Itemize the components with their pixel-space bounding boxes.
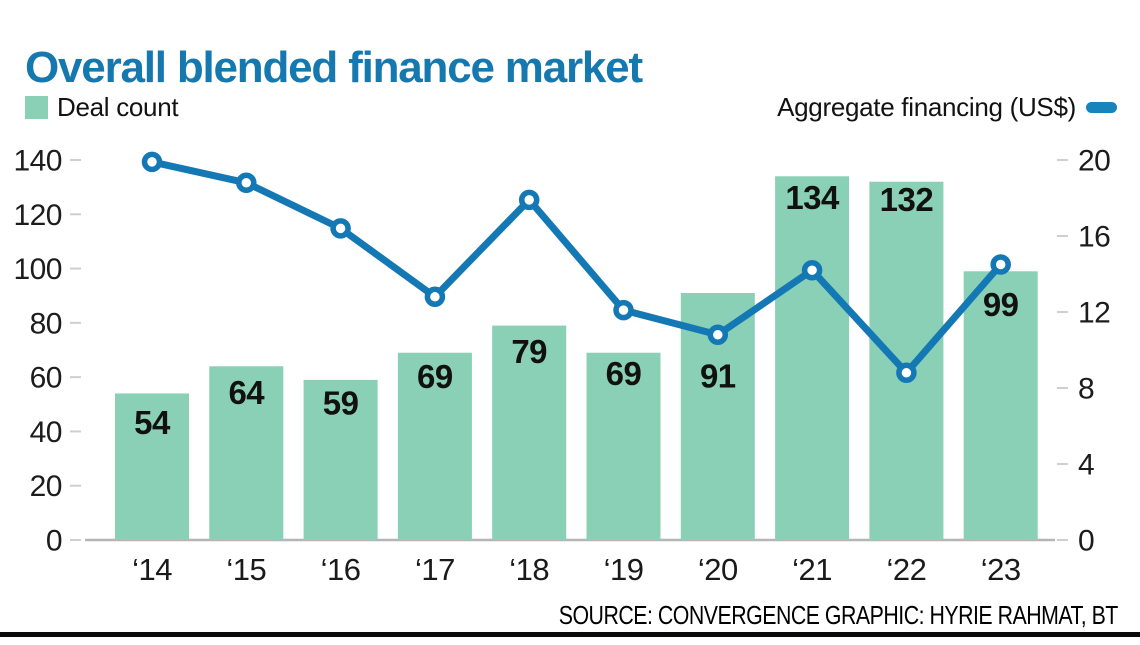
x-axis-label: ‘18 xyxy=(509,552,549,587)
x-axis-label: ‘20 xyxy=(698,552,738,587)
source-credit: SOURCE: CONVERGENCE GRAPHIC: HYRIE RAHMA… xyxy=(558,600,1119,630)
left-axis-tick-label: 20 xyxy=(30,470,62,503)
bar-value-label: 59 xyxy=(323,384,359,421)
right-axis-tick-label: 0 xyxy=(1078,525,1094,558)
right-axis-tick-label: 12 xyxy=(1078,297,1110,330)
bar-value-label: 54 xyxy=(134,404,171,441)
bar-value-label: 134 xyxy=(785,179,840,216)
left-axis-tick-label: 40 xyxy=(30,416,62,449)
deal-count-bar xyxy=(115,393,189,540)
left-axis-tick-label: 0 xyxy=(46,525,62,558)
line-marker xyxy=(707,324,729,346)
x-axis-label: ‘15 xyxy=(226,552,266,587)
deal-count-label: Deal count xyxy=(57,92,179,122)
left-axis-tick-label: 80 xyxy=(30,307,62,340)
deal-count-swatch-icon xyxy=(25,96,48,119)
footer-rule xyxy=(0,632,1140,637)
deal-count-bar xyxy=(492,325,567,540)
line-series-dash-icon xyxy=(1086,102,1117,113)
x-axis-label: ‘17 xyxy=(415,552,455,587)
x-axis-label: ‘21 xyxy=(792,552,832,587)
line-marker xyxy=(613,299,634,321)
right-axis-tick-label: 4 xyxy=(1078,449,1094,482)
bar-value-label: 99 xyxy=(983,286,1019,323)
left-axis-tick-label: 120 xyxy=(13,199,62,232)
right-axis-tick-label: 20 xyxy=(1078,145,1110,178)
aggregate-financing-line xyxy=(148,158,1005,377)
line-marker xyxy=(141,151,163,173)
left-axis-tick-label: 60 xyxy=(30,362,62,395)
line-marker xyxy=(990,254,1011,275)
deal-count-bar xyxy=(963,271,1038,540)
x-axis-label: ‘19 xyxy=(604,552,644,587)
bar-value-label: 64 xyxy=(228,374,265,411)
x-axis-label: ‘22 xyxy=(886,552,926,587)
x-axis-label: ‘16 xyxy=(321,552,361,587)
bar-value-label: 69 xyxy=(417,358,453,395)
left-axis-tick-label: 100 xyxy=(13,253,62,286)
page-title: Overall blended finance market xyxy=(25,43,643,93)
deal-count-bar xyxy=(586,352,661,540)
deal-count-bar xyxy=(303,379,378,540)
deal-count-bar xyxy=(869,181,944,540)
line-marker xyxy=(518,189,540,211)
legend-deal-count: Deal count xyxy=(25,92,179,123)
x-axis-label: ‘23 xyxy=(981,552,1021,587)
bar-value-label: 91 xyxy=(700,358,736,395)
aggregate-financing-label: Aggregate financing (US$) xyxy=(777,92,1076,122)
line-marker xyxy=(896,362,917,384)
line-marker xyxy=(801,259,823,281)
deal-count-bar xyxy=(397,352,472,540)
left-axis-tick-label: 140 xyxy=(13,145,62,178)
bar-value-label: 69 xyxy=(606,355,642,392)
deal-count-bar xyxy=(209,366,284,540)
line-marker xyxy=(236,172,257,194)
right-axis-tick-label: 16 xyxy=(1078,221,1110,254)
line-marker xyxy=(330,218,351,239)
legend-aggregate-financing: Aggregate financing (US$) xyxy=(777,92,1117,123)
deal-count-bar xyxy=(775,176,850,541)
bar-value-label: 79 xyxy=(511,333,547,370)
line-marker xyxy=(424,286,446,308)
right-axis-tick-label: 8 xyxy=(1078,373,1094,406)
bar-value-label: 132 xyxy=(880,181,934,218)
x-axis-label: ‘14 xyxy=(132,552,172,587)
